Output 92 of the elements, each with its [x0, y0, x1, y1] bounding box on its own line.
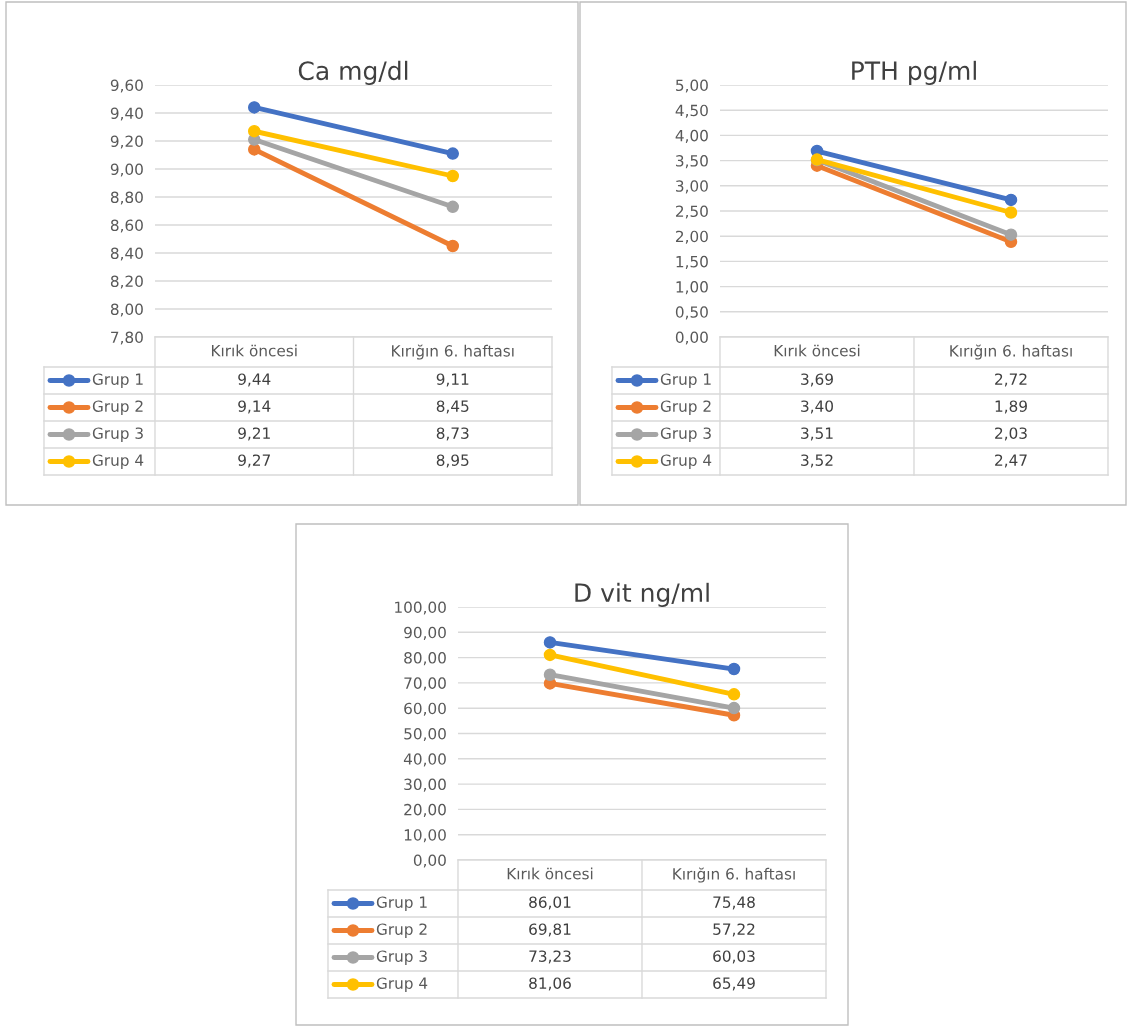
y-tick-label: 7,80 — [111, 331, 143, 345]
data-label: 3,69 — [801, 373, 833, 387]
y-tick-label: 9,20 — [110, 135, 143, 149]
point — [247, 101, 261, 114]
data-label: 8,73 — [436, 427, 469, 441]
legend-label: Grup 1 — [660, 373, 711, 388]
point — [446, 239, 460, 253]
legend-label: Grup 2 — [660, 400, 711, 415]
y-tick-label: 80,00 — [404, 652, 446, 666]
y-tick-label: 1,50 — [676, 255, 708, 269]
y-tick-label: 50,00 — [404, 727, 446, 742]
legend-label: Grup 2 — [92, 400, 143, 415]
x-tick-label: Kırığın 6. haftası — [392, 344, 514, 360]
y-tick-label: 90,00 — [404, 626, 446, 640]
y-tick-label: 9,60 — [110, 79, 143, 93]
x-tick-label: Kırık öncesi — [507, 867, 593, 880]
y-tick-label: 8,20 — [110, 275, 143, 289]
point — [727, 662, 741, 676]
legend-label: Grup 4 — [376, 977, 428, 992]
data-label: 81,06 — [529, 977, 571, 991]
point — [247, 124, 261, 138]
legend-label: Grup 3 — [92, 427, 143, 442]
chart-title: Ca mg/dl — [298, 60, 408, 85]
y-tick-label: 70,00 — [404, 677, 446, 691]
point — [1004, 193, 1018, 207]
point — [1004, 228, 1018, 241]
chart-title: D vit ng/ml — [575, 582, 709, 607]
x-tick-label: Kırık öncesi — [211, 344, 297, 357]
data-label: 57,22 — [713, 923, 755, 937]
data-label: 3,51 — [801, 427, 833, 441]
data-label: 8,95 — [436, 454, 469, 468]
x-tick-label: Kırığın 6. haftası — [950, 344, 1072, 360]
data-label: 2,03 — [995, 427, 1027, 441]
y-tick-label: 5,00 — [676, 79, 708, 93]
y-tick-label: 9,40 — [110, 107, 143, 121]
data-label: 3,52 — [801, 454, 833, 468]
data-label: 75,48 — [713, 896, 755, 910]
y-tick-label: 2,50 — [675, 205, 708, 219]
y-tick-label: 0,50 — [675, 306, 708, 320]
y-tick-label: 0,00 — [675, 331, 708, 345]
point — [543, 668, 557, 681]
y-tick-label: 8,80 — [110, 191, 143, 205]
data-label: 2,47 — [995, 454, 1027, 468]
data-label: 9,21 — [238, 427, 270, 441]
data-label: 9,11 — [436, 373, 469, 387]
y-tick-label: 30,00 — [404, 778, 446, 792]
x-tick-label: Kırığın 6. haftası — [673, 867, 795, 883]
point — [446, 147, 460, 160]
legend-label: Grup 1 — [92, 373, 143, 388]
y-tick-label: 3,50 — [676, 155, 708, 169]
y-tick-label: 40,00 — [403, 753, 446, 767]
point — [727, 701, 741, 715]
legend-label: Grup 4 — [92, 454, 144, 469]
y-tick-label: 100,00 — [395, 601, 446, 615]
y-tick-label: 8,60 — [110, 219, 143, 233]
y-tick-label: 4,50 — [675, 104, 708, 118]
legend-label: Grup 1 — [376, 896, 427, 911]
data-label: 3,40 — [801, 400, 833, 414]
y-tick-label: 3,00 — [676, 180, 708, 194]
point — [543, 636, 557, 649]
data-label: 60,03 — [713, 950, 755, 964]
y-tick-label: 60,00 — [404, 702, 446, 716]
point — [543, 648, 557, 662]
data-label: 1,89 — [995, 400, 1027, 414]
legend-label: Grup 2 — [376, 923, 427, 938]
y-tick-label: 1,00 — [676, 281, 708, 295]
y-tick-label: 4,00 — [675, 129, 708, 143]
y-tick-label: 0,00 — [413, 854, 446, 868]
data-label: 86,01 — [529, 896, 571, 910]
point — [1004, 206, 1018, 219]
legend-label: Grup 3 — [660, 427, 711, 442]
y-tick-label: 10,00 — [404, 829, 446, 843]
data-label: 2,72 — [995, 373, 1027, 387]
data-label: 69,81 — [529, 923, 571, 937]
y-tick-label: 9,00 — [110, 163, 143, 177]
y-tick-label: 20,00 — [404, 803, 446, 817]
data-label: 9,14 — [238, 400, 271, 414]
data-label: 9,44 — [238, 373, 271, 387]
data-label: 73,23 — [529, 950, 571, 964]
point — [446, 200, 460, 214]
y-tick-label: 2,00 — [675, 230, 708, 244]
data-label: 65,49 — [713, 977, 755, 991]
y-tick-label: 8,40 — [110, 247, 143, 261]
point — [446, 169, 460, 183]
y-tick-label: 8,00 — [110, 303, 143, 317]
point — [727, 688, 741, 701]
chart-title: PTH pg/ml — [852, 60, 976, 85]
x-tick-label: Kırık öncesi — [774, 344, 860, 357]
legend-label: Grup 3 — [376, 950, 427, 965]
data-label: 9,27 — [238, 454, 270, 468]
data-label: 8,45 — [436, 400, 469, 414]
legend-label: Grup 4 — [660, 454, 712, 469]
